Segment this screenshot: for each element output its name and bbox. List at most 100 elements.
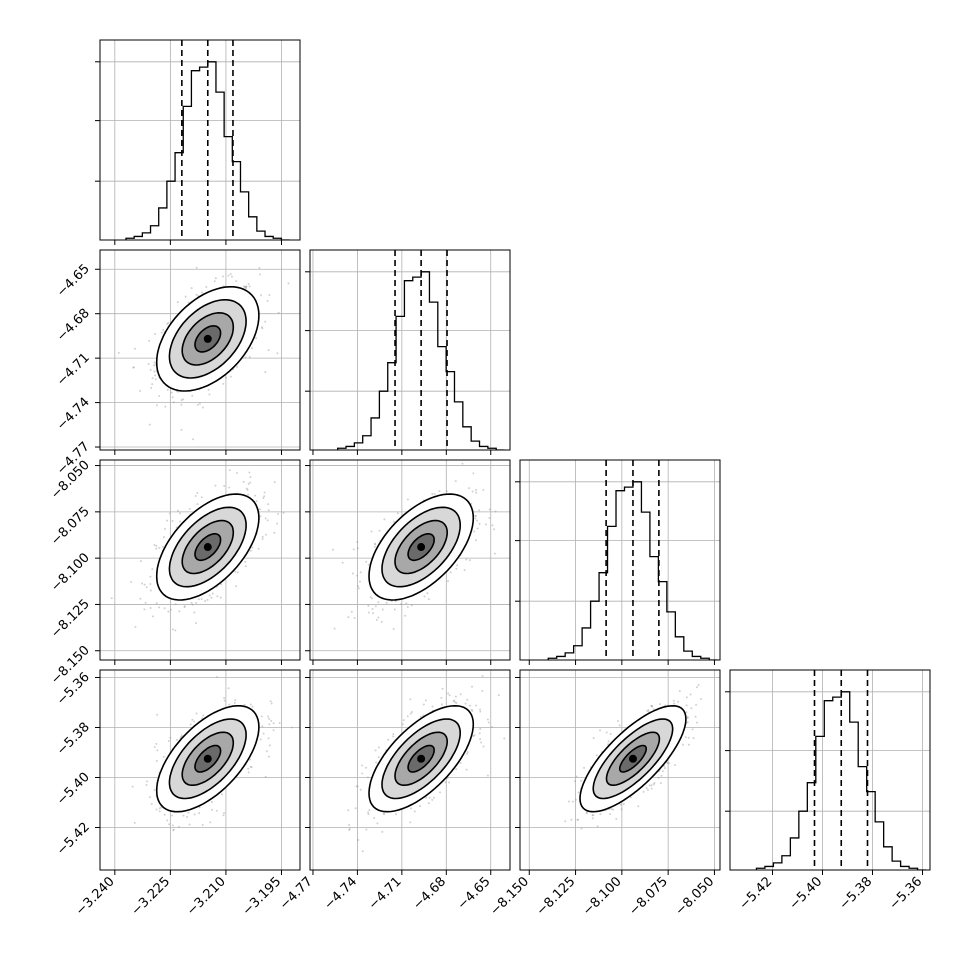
scatter-point <box>278 722 281 725</box>
scatter-point <box>155 808 158 811</box>
histogram-panel <box>515 459 721 665</box>
scatter-point <box>686 721 689 724</box>
scatter-point <box>393 608 396 611</box>
scatter-point <box>196 503 199 506</box>
scatter-point <box>427 802 430 805</box>
x-tick-label: −5.36 <box>887 874 926 913</box>
scatter-point <box>695 686 698 689</box>
scatter-point <box>350 610 353 613</box>
scatter-point <box>245 285 248 288</box>
scatter-point <box>691 728 694 731</box>
scatter-point <box>139 389 142 392</box>
scatter-point <box>170 391 173 394</box>
scatter-point <box>376 822 379 825</box>
scatter-point <box>184 295 187 298</box>
x-tick-label: −5.40 <box>787 874 826 913</box>
scatter-point <box>424 699 427 702</box>
x-tick-label: −3.225 <box>129 874 174 919</box>
scatter-point <box>356 541 359 544</box>
scatter-point <box>195 266 198 269</box>
scatter-point <box>479 708 482 711</box>
scatter-point <box>193 813 196 816</box>
x-tick-label: −8.150 <box>487 874 532 919</box>
scatter-point <box>267 737 270 740</box>
scatter-point <box>248 471 251 474</box>
y-tick-label: −4.71 <box>54 350 93 389</box>
scatter-point <box>174 603 177 606</box>
scatter-point <box>353 617 356 620</box>
scatter-point <box>169 608 172 611</box>
scatter-point <box>599 813 602 816</box>
scatter-point <box>146 780 149 783</box>
scatter-point <box>341 561 344 564</box>
scatter-point <box>198 812 201 815</box>
scatter-point <box>214 484 217 487</box>
scatter-point <box>261 537 264 540</box>
scatter-point <box>377 746 380 749</box>
scatter-point <box>608 813 611 816</box>
scatter-point <box>261 535 264 538</box>
scatter-point <box>331 548 334 551</box>
scatter-point <box>220 583 223 586</box>
scatter-point <box>585 812 588 815</box>
scatter-point <box>377 616 380 619</box>
scatter-point <box>267 349 270 352</box>
scatter-point <box>206 598 209 601</box>
scatter-point <box>455 768 458 771</box>
scatter-point <box>368 809 371 812</box>
scatter-point <box>642 790 645 793</box>
scatter-point <box>244 565 247 568</box>
scatter-point <box>619 803 622 806</box>
scatter-point <box>478 509 481 512</box>
scatter-point <box>361 764 364 767</box>
scatter-point <box>167 321 170 324</box>
scatter-point <box>149 575 152 578</box>
scatter-point <box>134 625 137 628</box>
scatter-point <box>365 560 368 563</box>
scatter-point <box>245 285 248 288</box>
scatter-point <box>247 282 250 285</box>
scatter-point <box>269 700 272 703</box>
scatter-point <box>196 491 199 494</box>
scatter-point <box>650 704 653 707</box>
scatter-point <box>481 674 484 677</box>
scatter-point <box>373 542 376 545</box>
scatter-point <box>153 745 156 748</box>
scatter-point <box>191 394 194 397</box>
scatter-point <box>347 616 350 619</box>
scatter-point <box>567 800 570 803</box>
panel-frame <box>99 459 301 661</box>
scatter-point <box>145 784 148 787</box>
scatter-point <box>487 721 490 724</box>
scatter-point <box>195 712 198 715</box>
x-tick-label: −8.075 <box>626 874 671 919</box>
scatter-point <box>193 611 196 614</box>
scatter-point <box>208 393 211 396</box>
scatter-point <box>210 596 213 599</box>
scatter-point <box>291 726 294 729</box>
scatter-point <box>190 287 193 290</box>
scatter-point <box>163 813 166 816</box>
scatter-point <box>678 690 681 693</box>
x-tick-label: −3.240 <box>73 874 118 919</box>
scatter-point <box>374 543 377 546</box>
x-tick-label: −3.195 <box>240 874 285 919</box>
scatter-point <box>486 774 489 777</box>
scatter-point <box>153 364 156 367</box>
scatter-point <box>365 766 368 769</box>
scatter-point <box>571 800 574 803</box>
scatter-point <box>629 796 632 799</box>
scatter-point <box>150 386 153 389</box>
scatter-point <box>194 495 197 498</box>
scatter-point <box>262 496 265 499</box>
x-tick-label: −3.210 <box>184 874 229 919</box>
y-tick-label: −8.125 <box>48 597 93 642</box>
scatter-point <box>149 606 152 609</box>
scatter-point <box>265 533 268 536</box>
scatter-point <box>255 500 258 503</box>
scatter-point <box>258 266 261 269</box>
x-tick-label: −4.74 <box>321 874 360 913</box>
scatter-point <box>366 776 369 779</box>
scatter-points <box>331 462 497 630</box>
contour-panel <box>95 459 301 665</box>
